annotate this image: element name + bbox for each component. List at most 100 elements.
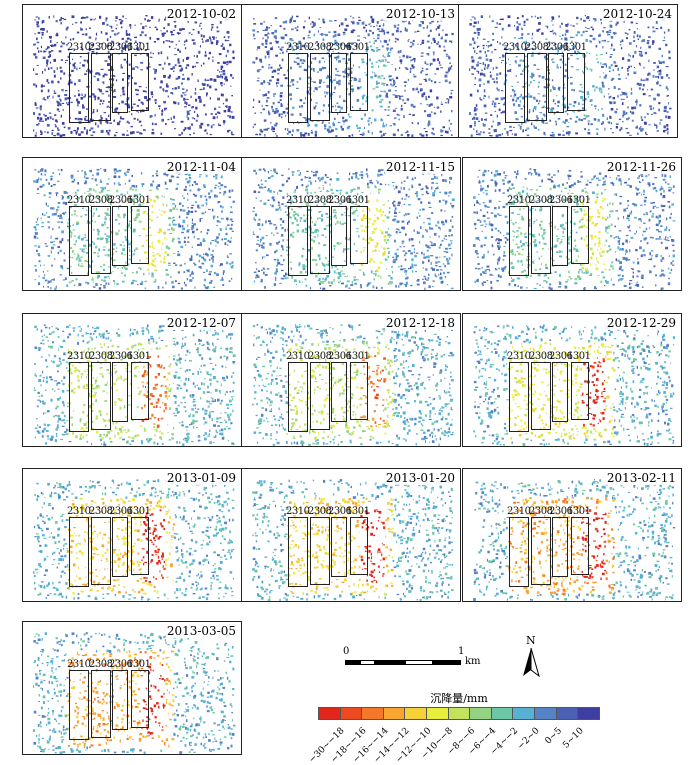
ps-point [378, 59, 381, 62]
ps-point [253, 217, 255, 220]
ps-point [374, 245, 378, 248]
ps-point [262, 94, 265, 97]
ps-point [318, 187, 321, 189]
ps-point [410, 284, 413, 287]
ps-point [41, 120, 44, 122]
ps-point [83, 244, 87, 247]
ps-point [267, 32, 269, 35]
ps-point [317, 177, 320, 180]
ps-point [377, 182, 379, 184]
ps-point [284, 211, 287, 213]
ps-point [301, 229, 304, 233]
ps-point [655, 189, 658, 193]
ps-point [141, 31, 144, 34]
ps-point [580, 263, 582, 266]
ps-point [558, 89, 561, 91]
ps-point [115, 107, 119, 110]
ps-point [47, 286, 49, 288]
ps-point [129, 242, 131, 244]
ps-point [286, 273, 288, 276]
ps-point [473, 67, 476, 70]
ps-point [525, 276, 529, 279]
ps-point [130, 198, 134, 200]
ps-point [388, 281, 392, 285]
ps-point [108, 235, 110, 239]
ps-point [313, 106, 316, 110]
ps-point [191, 123, 193, 126]
ps-point [100, 117, 103, 120]
ps-point [69, 79, 72, 81]
ps-point [146, 199, 149, 203]
ps-point [583, 272, 586, 274]
ps-point [118, 103, 120, 105]
ps-point [569, 261, 572, 263]
ps-point [224, 39, 227, 42]
ps-point [630, 21, 634, 24]
ps-point [546, 173, 548, 176]
ps-point [171, 220, 174, 224]
ps-point [67, 82, 70, 86]
ps-point [274, 40, 277, 42]
ps-point [313, 81, 316, 83]
ps-point [193, 262, 196, 264]
ps-point [282, 51, 284, 54]
ps-point [277, 262, 281, 265]
ps-point [339, 189, 342, 192]
ps-point [509, 69, 512, 72]
ps-point [377, 49, 381, 51]
ps-point [168, 45, 171, 48]
ps-point [617, 236, 619, 239]
ps-point [91, 279, 94, 281]
ps-point [182, 220, 186, 224]
ps-point [115, 79, 118, 82]
ps-point [589, 68, 591, 70]
ps-point [203, 186, 206, 188]
ps-point [210, 41, 214, 45]
ps-point [351, 42, 354, 45]
ps-point [423, 92, 426, 96]
ps-point [401, 220, 405, 223]
ps-point [208, 51, 211, 55]
ps-point [35, 221, 38, 223]
ps-point [334, 87, 336, 90]
ps-point [276, 264, 278, 266]
ps-point [533, 287, 537, 289]
ps-point [212, 36, 215, 38]
ps-point [34, 102, 37, 106]
ps-point [297, 170, 300, 172]
ps-point [576, 50, 580, 53]
ps-point [85, 247, 87, 249]
ps-point [100, 68, 104, 70]
ps-point [613, 86, 616, 89]
ps-point [419, 215, 421, 217]
ps-point [523, 208, 525, 210]
ps-point [203, 271, 206, 274]
ps-point [121, 272, 123, 275]
ps-point [365, 24, 368, 26]
ps-point [100, 43, 103, 45]
ps-point [527, 120, 529, 122]
ps-point [179, 69, 183, 72]
ps-point [138, 203, 142, 206]
ps-point [411, 134, 414, 137]
ps-point [92, 281, 94, 283]
ps-point [100, 237, 103, 240]
ps-point [474, 203, 476, 207]
ps-point [370, 76, 373, 79]
ps-point [132, 230, 136, 233]
ps-point [321, 280, 325, 284]
ps-point [85, 33, 88, 36]
ps-point [226, 64, 229, 66]
ps-point [220, 175, 223, 179]
ps-point [484, 112, 488, 114]
ps-point [223, 193, 225, 196]
ps-point [43, 214, 46, 216]
ps-point [268, 50, 270, 52]
ps-point [92, 174, 94, 177]
ps-point [82, 265, 84, 267]
ps-point [193, 180, 197, 184]
ps-point [36, 249, 38, 252]
ps-point [199, 176, 201, 178]
ps-point [380, 19, 384, 21]
ps-point [602, 46, 604, 49]
